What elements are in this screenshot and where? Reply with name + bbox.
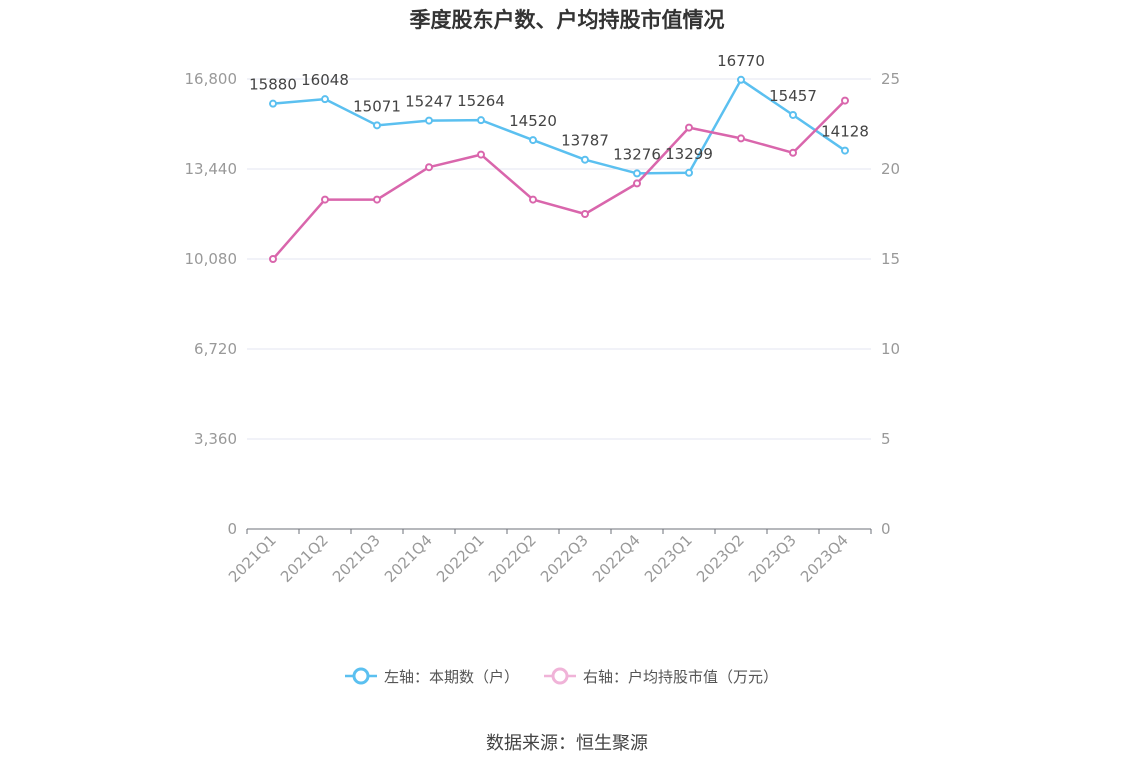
x-tick-label: 2021Q3 bbox=[329, 531, 384, 586]
x-tick-label: 2021Q2 bbox=[277, 531, 332, 586]
legend[interactable]: 左轴：本期数（户） 右轴：户均持股市值（万元） bbox=[345, 667, 778, 686]
data-point bbox=[737, 75, 745, 84]
data-point bbox=[529, 195, 537, 204]
data-point bbox=[633, 169, 641, 178]
legend-label: 右轴：户均持股市值（万元） bbox=[583, 668, 778, 686]
data-point bbox=[685, 168, 693, 177]
x-tick-label: 2021Q4 bbox=[381, 531, 436, 586]
data-point bbox=[529, 136, 537, 145]
data-point bbox=[269, 255, 277, 263]
legend-marker bbox=[551, 667, 569, 685]
axes: 0 0 3,360 5 6,720 10 10,080 15 13,440 20 16,800 25 2… bbox=[185, 70, 901, 586]
x-tick-label: 2023Q3 bbox=[745, 531, 800, 586]
data-point bbox=[373, 195, 381, 204]
series-line-0 bbox=[272, 78, 846, 175]
data-point bbox=[269, 99, 277, 108]
data-point bbox=[477, 116, 485, 125]
y-right-tick-label: 15 bbox=[881, 250, 900, 268]
legend-item-0[interactable]: 左轴：本期数（户） bbox=[345, 667, 519, 686]
series-line-1 bbox=[272, 99, 846, 260]
data-label: 13276 bbox=[613, 145, 661, 163]
legend-item-1[interactable]: 右轴：户均持股市值（万元） bbox=[544, 667, 778, 686]
data-point bbox=[789, 148, 797, 157]
y-left-tick-label: 6,720 bbox=[194, 340, 237, 358]
y-right-tick-label: 20 bbox=[881, 160, 900, 178]
y-right-tick-label: 5 bbox=[881, 430, 891, 448]
x-tick-label: 2023Q1 bbox=[641, 531, 696, 586]
data-point bbox=[737, 134, 745, 143]
x-tick-label: 2021Q1 bbox=[225, 531, 280, 586]
x-tick-label: 2023Q4 bbox=[797, 531, 852, 586]
y-right-tick-label: 0 bbox=[881, 520, 891, 538]
data-point bbox=[685, 123, 693, 132]
x-tick-label: 2022Q2 bbox=[485, 531, 540, 586]
data-label: 13299 bbox=[665, 145, 713, 163]
data-point bbox=[841, 146, 849, 155]
data-point bbox=[581, 155, 589, 164]
y-right-tick-label: 25 bbox=[881, 70, 900, 88]
data-label: 15247 bbox=[405, 93, 453, 111]
x-tick-label: 2022Q3 bbox=[537, 531, 592, 586]
data-point bbox=[841, 96, 849, 105]
y-left-tick-label: 13,440 bbox=[185, 160, 238, 178]
data-point bbox=[633, 179, 641, 188]
legend-marker bbox=[352, 667, 370, 685]
x-tick-label: 2022Q1 bbox=[433, 531, 488, 586]
y-left-tick-label: 3,360 bbox=[194, 430, 237, 448]
x-tick-label: 2022Q4 bbox=[589, 531, 644, 586]
y-left-tick-label: 16,800 bbox=[185, 70, 238, 88]
series-lines bbox=[269, 75, 849, 263]
y-right-tick-label: 10 bbox=[881, 340, 900, 358]
data-label: 16048 bbox=[301, 71, 349, 89]
legend-label: 左轴：本期数（户） bbox=[384, 668, 519, 686]
data-point bbox=[789, 110, 797, 119]
data-label: 16770 bbox=[717, 52, 765, 70]
data-label: 14520 bbox=[509, 112, 557, 130]
data-label: 13787 bbox=[561, 132, 609, 150]
data-label: 15457 bbox=[769, 87, 817, 105]
y-left-tick-label: 0 bbox=[227, 520, 237, 538]
data-point bbox=[321, 195, 329, 204]
data-label: 15071 bbox=[353, 97, 401, 115]
y-left-tick-label: 10,080 bbox=[185, 250, 238, 268]
source-note: 数据来源：恒生聚源 bbox=[486, 733, 648, 754]
grid-lines bbox=[247, 78, 871, 440]
data-point bbox=[581, 210, 589, 218]
data-label: 14128 bbox=[821, 123, 869, 141]
data-label: 15264 bbox=[457, 92, 505, 110]
data-label: 15880 bbox=[249, 76, 297, 94]
chart-title: 季度股东户数、户均持股市值情况 bbox=[409, 8, 725, 32]
x-tick-label: 2023Q2 bbox=[693, 531, 748, 586]
data-point bbox=[321, 95, 329, 104]
data-point bbox=[425, 116, 433, 125]
data-point bbox=[425, 163, 433, 172]
data-point bbox=[477, 150, 485, 159]
data-point bbox=[373, 121, 381, 130]
